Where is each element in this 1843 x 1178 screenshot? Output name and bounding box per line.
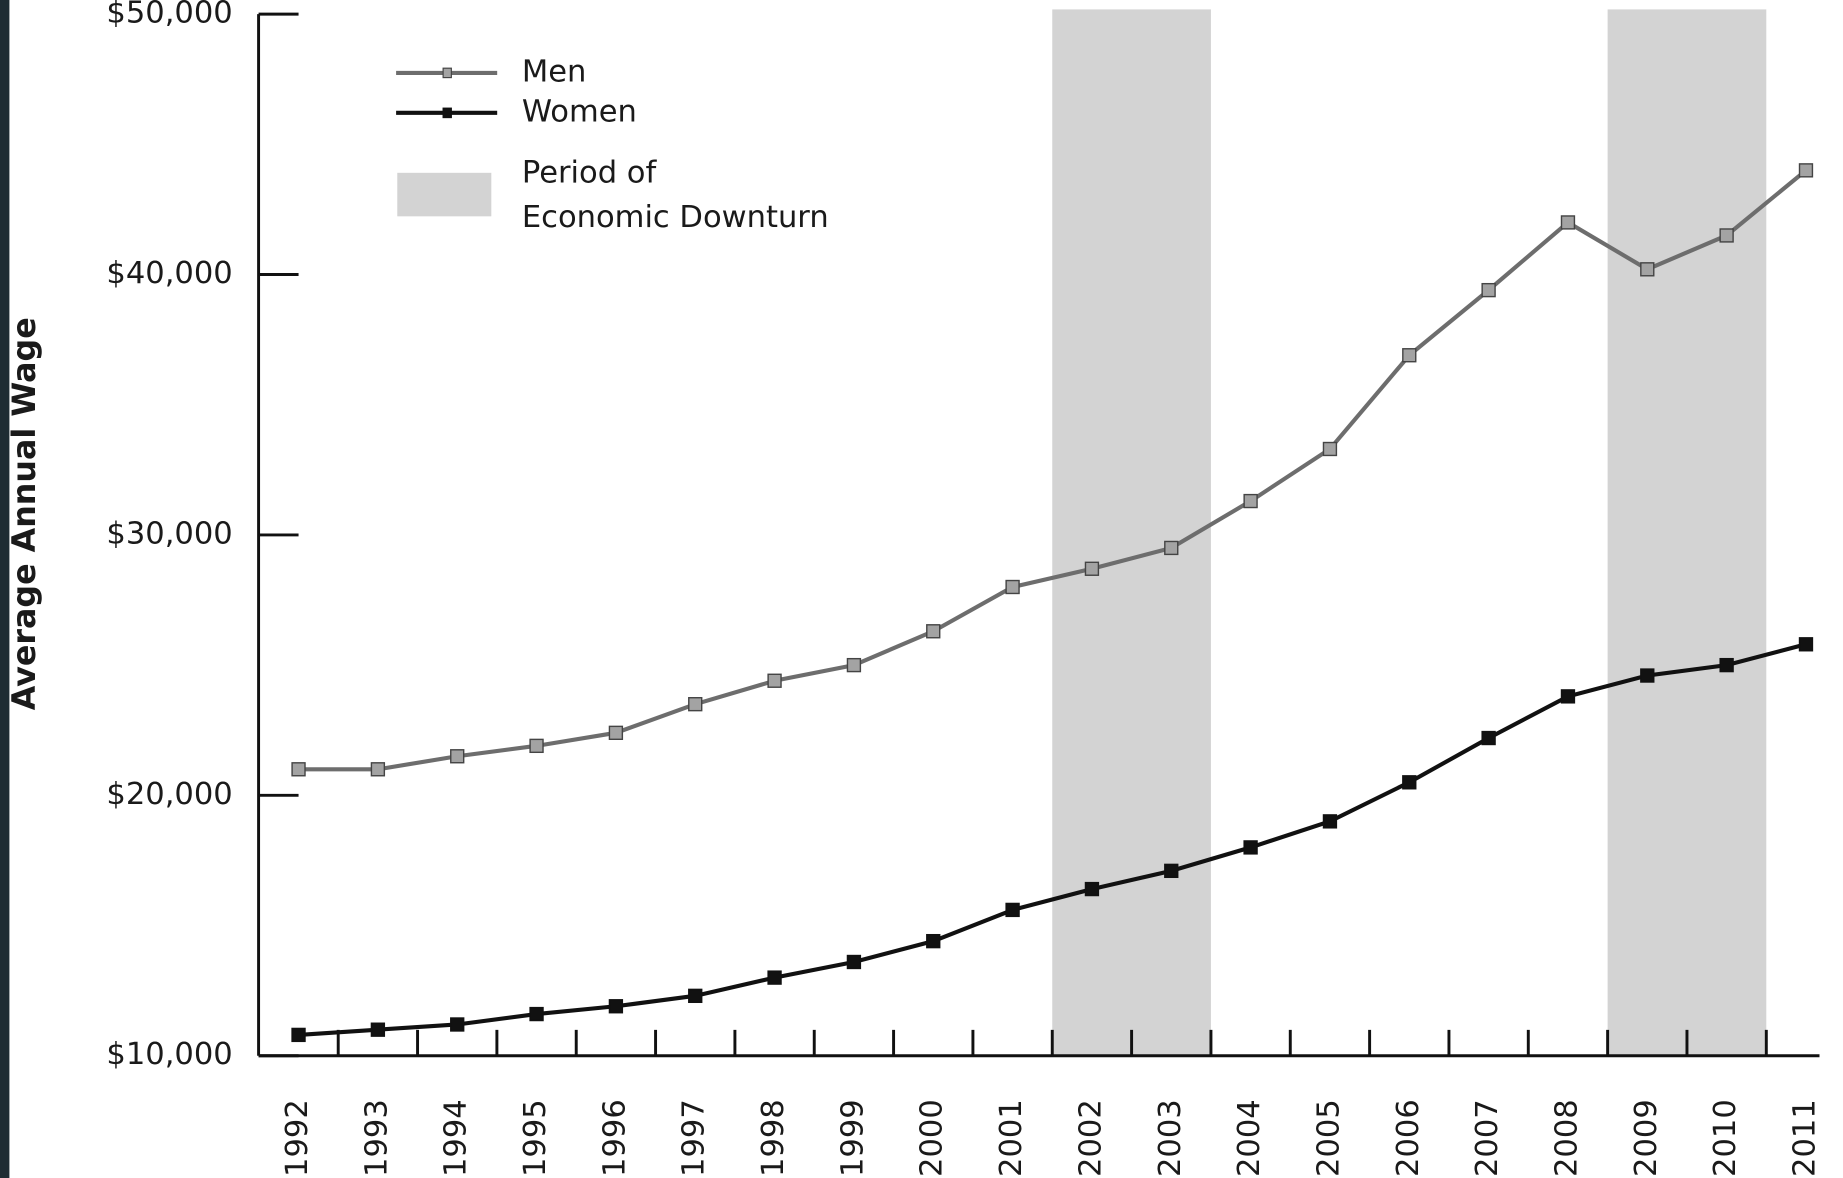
x-tick-label: 1995	[518, 1099, 553, 1177]
data-marker	[926, 624, 941, 639]
data-marker	[450, 749, 465, 764]
data-marker	[1798, 637, 1814, 652]
data-marker	[1084, 561, 1100, 576]
x-tick-label: 1992	[280, 1099, 315, 1177]
legend-marker	[442, 107, 452, 119]
data-marker	[529, 1006, 544, 1022]
y-tick-label: $20,000	[106, 777, 232, 812]
x-tick-label: 1999	[835, 1099, 870, 1177]
legend-label: Economic Downturn	[522, 200, 829, 235]
x-tick-label: 1996	[597, 1099, 632, 1177]
y-tick-label: $50,000	[106, 0, 232, 31]
series-line	[298, 168, 1808, 772]
x-tick-label: 2011	[1787, 1099, 1822, 1177]
x-tick-label: 1993	[359, 1099, 394, 1177]
legend-label: Women	[522, 94, 637, 129]
legend-marker	[442, 67, 452, 79]
x-tick-label: 2010	[1708, 1099, 1743, 1177]
x-tick-label: 2005	[1311, 1099, 1346, 1177]
left-border	[0, 0, 10, 1178]
data-marker	[1719, 228, 1734, 243]
x-tick-label: 2003	[1153, 1099, 1188, 1177]
y-axis-label: Average Annual Wage	[7, 317, 43, 710]
downturn-band	[1607, 9, 1767, 1056]
legend-swatch	[397, 172, 492, 217]
y-tick-label: $30,000	[106, 516, 232, 551]
data-marker	[767, 673, 782, 688]
data-marker	[529, 738, 544, 754]
data-marker	[846, 657, 862, 673]
x-tick-label: 2007	[1470, 1099, 1505, 1177]
legend-label: Men	[522, 54, 587, 89]
data-marker	[846, 954, 862, 970]
data-marker	[1005, 579, 1020, 595]
data-marker	[926, 933, 941, 949]
downturn-band	[1052, 9, 1211, 1056]
data-marker	[370, 762, 386, 777]
x-tick-label: 2000	[915, 1099, 950, 1177]
data-marker	[370, 1022, 386, 1037]
x-tick-label: 2009	[1629, 1099, 1664, 1177]
downturn-layer	[1052, 9, 1767, 1056]
data-marker	[450, 1017, 465, 1032]
data-marker	[1402, 348, 1417, 363]
data-marker	[1481, 282, 1496, 298]
data-marker	[1402, 775, 1417, 790]
data-marker	[291, 762, 306, 777]
x-tick-label: 2004	[1232, 1099, 1267, 1177]
data-marker	[1084, 881, 1100, 897]
y-tick-label: $40,000	[106, 256, 232, 291]
data-marker	[767, 970, 782, 985]
data-marker	[1322, 814, 1338, 829]
x-tick-label: 2001	[994, 1099, 1029, 1177]
data-marker	[1005, 902, 1020, 918]
data-marker	[1719, 657, 1734, 673]
x-tick-label: 2006	[1391, 1099, 1426, 1177]
data-marker	[1164, 540, 1179, 556]
x-tick-label: 1998	[756, 1099, 791, 1177]
data-marker	[688, 697, 703, 712]
x-tick-label: 1997	[677, 1099, 712, 1177]
data-marker	[1481, 730, 1496, 746]
data-marker	[608, 725, 624, 741]
data-marker	[608, 999, 624, 1014]
series-line	[298, 642, 1807, 1037]
data-marker	[688, 988, 703, 1004]
data-marker	[1322, 441, 1338, 457]
y-tick-label: $10,000	[106, 1037, 232, 1072]
legend-label: Period of	[522, 155, 658, 190]
data-marker	[1243, 493, 1258, 509]
data-marker	[1798, 163, 1814, 178]
data-marker	[1640, 262, 1655, 277]
data-marker	[1243, 840, 1258, 855]
x-tick-label: 1994	[439, 1099, 474, 1177]
data-marker	[1164, 863, 1179, 879]
data-marker	[1640, 668, 1655, 683]
x-tick-label: 2008	[1549, 1099, 1584, 1177]
x-tick-label: 2002	[1073, 1099, 1108, 1177]
data-marker	[291, 1027, 306, 1043]
data-marker	[1560, 215, 1576, 230]
data-marker	[1560, 689, 1576, 704]
